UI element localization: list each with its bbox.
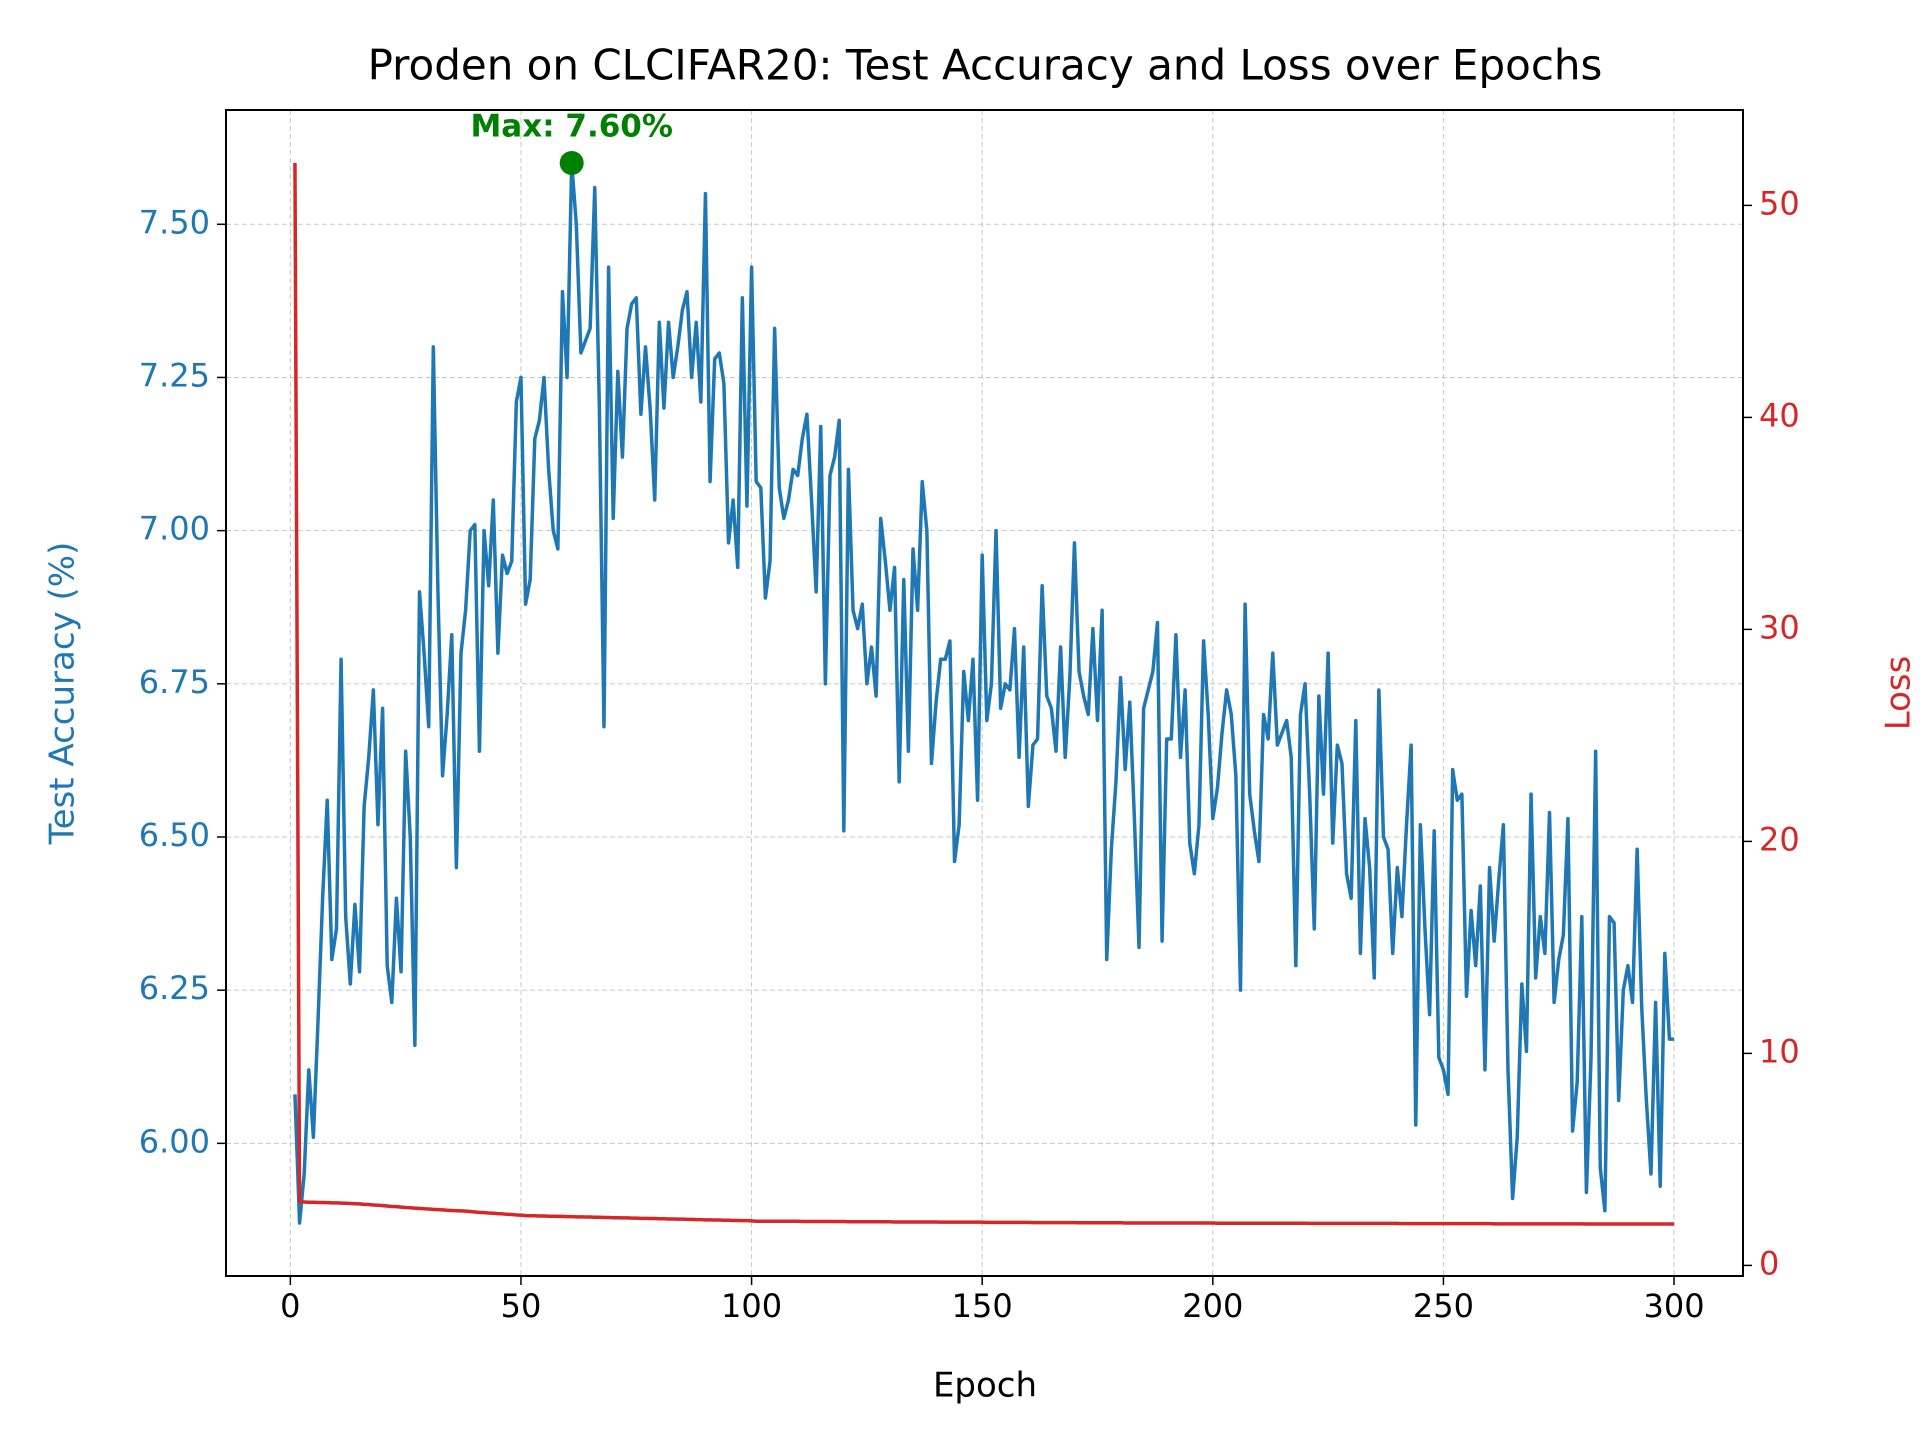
x-tick-label: 50 [501, 1287, 542, 1325]
y-tick-label: 7.00 [139, 510, 210, 548]
plot-frame [225, 109, 1744, 1277]
x-tick-label: 300 [1644, 1287, 1705, 1325]
y2-tick-label: 40 [1759, 396, 1800, 434]
y2-axis-label: Loss [1879, 656, 1919, 731]
y2-tick-label: 10 [1759, 1032, 1800, 1070]
max-marker [559, 151, 584, 175]
y2-tick-label: 0 [1759, 1244, 1779, 1282]
series-line [293, 161, 1675, 1225]
y-tick-label: 6.25 [139, 969, 210, 1007]
y-axis-label: Test Accuracy (%) [43, 542, 83, 846]
y-tick-label: 7.25 [139, 356, 210, 394]
y2-tick-label: 20 [1759, 820, 1800, 858]
series-line [293, 162, 1675, 1226]
y-tick-label: 7.50 [139, 203, 210, 241]
x-axis-label: Epoch [933, 1366, 1037, 1406]
x-tick-label: 200 [1182, 1287, 1243, 1325]
y-tick-label: 6.00 [139, 1122, 210, 1160]
annotation: Max: 7.60% [470, 109, 673, 145]
y-tick-label: 6.75 [139, 663, 210, 701]
x-tick-label: 250 [1413, 1287, 1474, 1325]
x-tick-label: 0 [280, 1287, 300, 1325]
x-tick-label: 100 [721, 1287, 782, 1325]
y2-tick-label: 30 [1759, 608, 1800, 646]
chart-title: Proden on CLCIFAR20: Test Accuracy and L… [368, 41, 1603, 90]
y2-tick-label: 50 [1759, 184, 1800, 222]
x-tick-label: 150 [952, 1287, 1013, 1325]
y-tick-label: 6.50 [139, 816, 210, 854]
